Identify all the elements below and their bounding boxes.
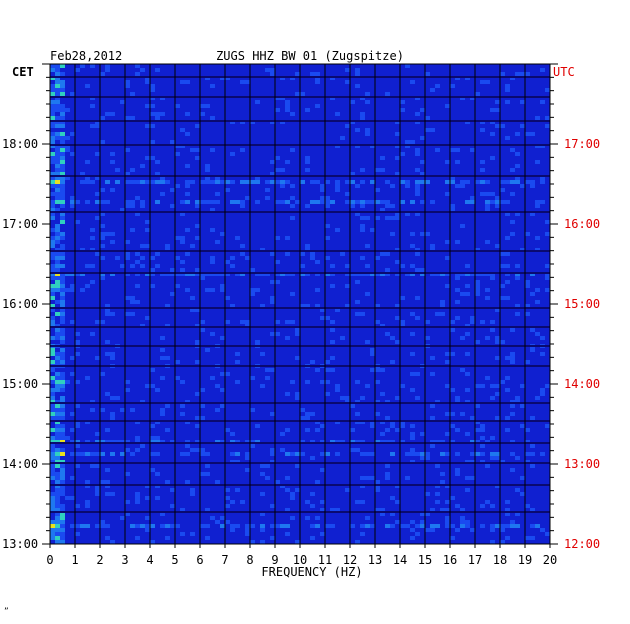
right-tick-label: 13:00 [564,457,600,471]
x-tick-label: 17 [468,553,482,567]
left-tick-label: 16:00 [2,297,38,311]
x-tick-label: 4 [146,553,153,567]
right-tick-label: 12:00 [564,537,600,551]
x-tick-label: 18 [493,553,507,567]
left-tick-label: 18:00 [2,137,38,151]
x-tick-label: 8 [246,553,253,567]
right-tick-label: 16:00 [564,217,600,231]
x-axis-ticks: 0 1 2 3 4 5 6 7 8 9 10 11 12 13 14 15 16 17 18 19 20 [46,544,557,567]
x-tick-label: 16 [443,553,457,567]
left-tick-label: 15:00 [2,377,38,391]
x-tick-label: 0 [46,553,53,567]
x-tick-label: 6 [196,553,203,567]
left-tick-label: 17:00 [2,217,38,231]
right-tick-label: 15:00 [564,297,600,311]
left-axis-label: CET [12,65,34,79]
right-axis-label: UTC [553,65,575,79]
right-axis-ticks: 17:00 16:00 15:00 14:00 13:00 12:00 [550,63,600,551]
x-axis-label: FREQUENCY (HZ) [261,565,362,579]
x-tick-label: 2 [96,553,103,567]
x-tick-label: 15 [418,553,432,567]
x-tick-label: 12 [343,553,357,567]
left-tick-label: 14:00 [2,457,38,471]
x-tick-label: 7 [221,553,228,567]
x-tick-label: 20 [543,553,557,567]
x-tick-label: 3 [121,553,128,567]
x-tick-label: 1 [71,553,78,567]
left-axis-ticks: 18:00 17:00 16:00 15:00 14:00 13:00 [2,63,50,551]
x-tick-label: 14 [393,553,407,567]
x-tick-label: 10 [293,553,307,567]
left-tick-label: 13:00 [2,537,38,551]
chart-title: ZUGS HHZ BW 01 (Zugspitze) [216,49,404,63]
x-tick-label: 11 [318,553,332,567]
grid-lines [49,63,551,545]
right-tick-label: 14:00 [564,377,600,391]
right-tick-label: 17:00 [564,137,600,151]
x-tick-label: 19 [518,553,532,567]
x-tick-label: 9 [271,553,278,567]
x-tick-label: 5 [171,553,178,567]
x-tick-label: 13 [368,553,382,567]
plot-area [49,63,551,545]
chart-date: Feb28,2012 [50,49,122,63]
footnote-mark: ” [4,607,9,617]
